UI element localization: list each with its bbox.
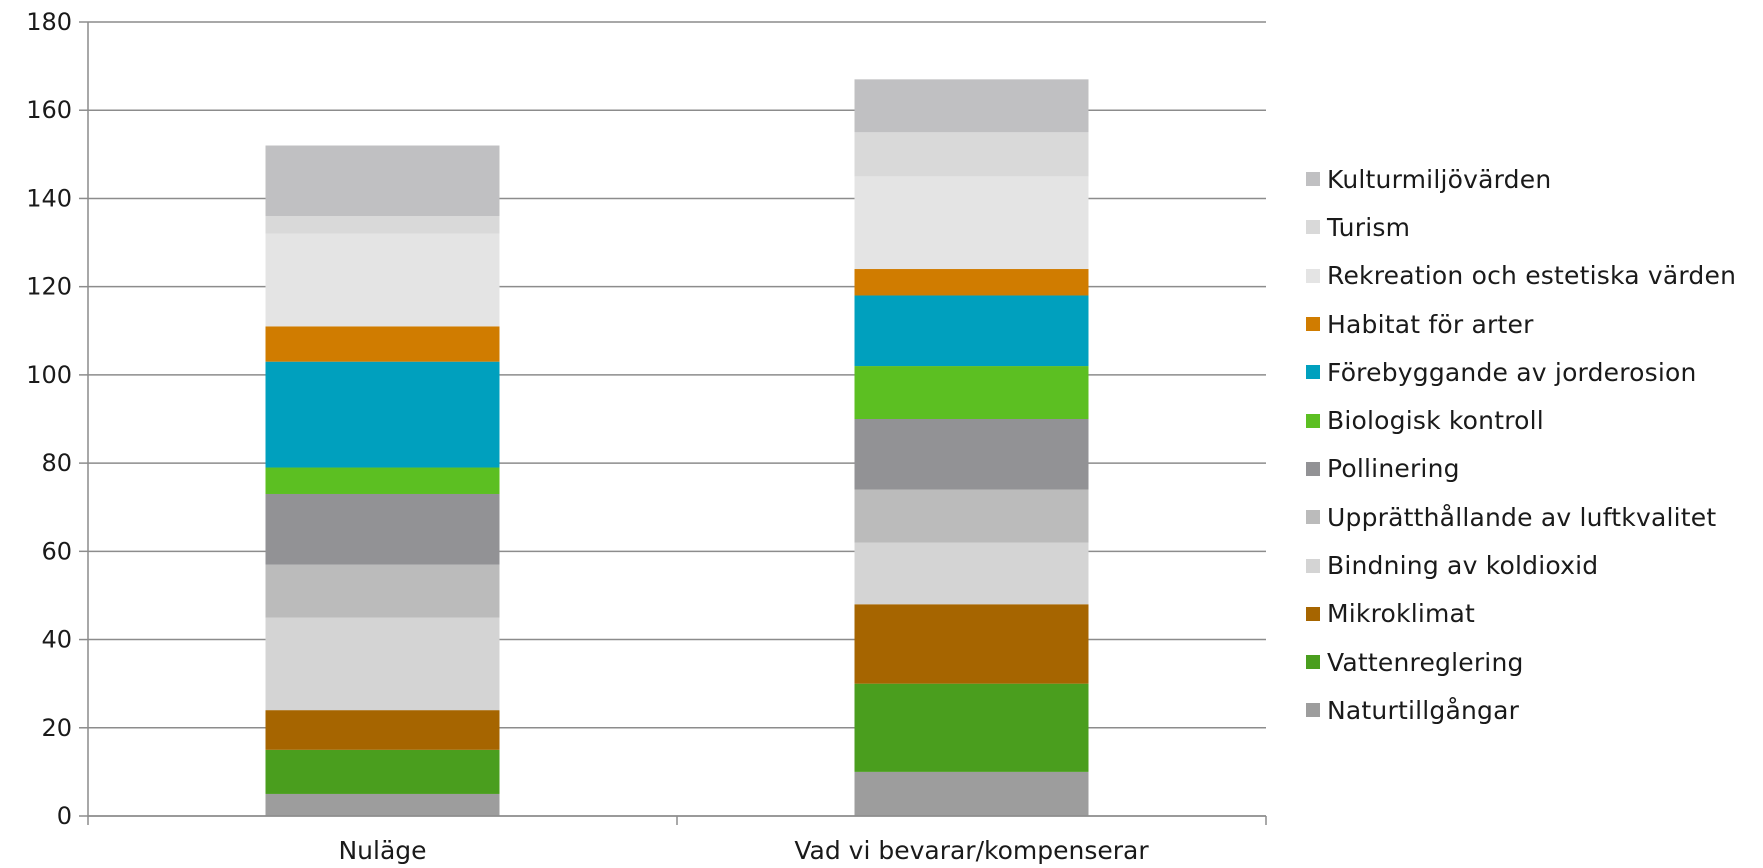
legend-label: Rekreation och estetiska värden	[1327, 261, 1737, 291]
bar-segment	[854, 683, 1089, 772]
legend-item: Biologisk kontroll	[1306, 396, 1763, 444]
legend-label: Kulturmiljövärden	[1327, 164, 1552, 194]
bar-segment	[854, 132, 1089, 177]
legend-label: Biologisk kontroll	[1327, 406, 1544, 436]
legend-swatch	[1306, 606, 1320, 621]
y-tick-label: 180	[26, 8, 72, 36]
legend-label: Upprätthållande av luftkvalitet	[1327, 502, 1717, 532]
y-tick-label: 140	[26, 184, 72, 212]
bar-segment	[265, 216, 500, 234]
bar-segment	[265, 361, 500, 468]
bar-segment	[265, 617, 500, 711]
y-tick-label: 80	[41, 449, 72, 477]
legend-label: Habitat för arter	[1327, 309, 1534, 339]
bar-segment	[854, 79, 1089, 133]
y-tick-label: 100	[26, 361, 72, 389]
legend-swatch	[1306, 558, 1320, 573]
legend-label: Vattenreglering	[1327, 647, 1524, 677]
legend-item: Bindning av koldioxid	[1306, 541, 1763, 589]
legend-item: Förebyggande av jorderosion	[1306, 348, 1763, 396]
legend-swatch	[1306, 510, 1320, 525]
legend-item: Upprätthållande av luftkvalitet	[1306, 493, 1763, 541]
legend-label: Bindning av koldioxid	[1327, 551, 1599, 581]
bar-segment	[854, 419, 1089, 490]
bar-segment	[854, 295, 1089, 367]
bar-segment	[854, 489, 1089, 543]
legend-swatch	[1306, 172, 1320, 187]
legend-item: Vattenreglering	[1306, 638, 1763, 686]
bar-segment	[854, 771, 1089, 816]
legend-swatch	[1306, 365, 1320, 380]
bar-segment	[854, 604, 1089, 684]
legend-item: Kulturmiljövärden	[1306, 155, 1763, 203]
legend-item: Mikroklimat	[1306, 590, 1763, 638]
y-tick-label: 60	[41, 537, 72, 565]
bar-segment	[265, 793, 500, 816]
legend-swatch	[1306, 268, 1320, 283]
legend-label: Turism	[1327, 212, 1411, 242]
legend-item: Rekreation och estetiska värden	[1306, 252, 1763, 300]
legend-swatch	[1306, 317, 1320, 332]
y-tick-label: 0	[57, 802, 72, 830]
legend-item: Naturtillgångar	[1306, 686, 1763, 734]
bar-segment	[854, 542, 1089, 605]
bar-segment	[265, 233, 500, 327]
legend-item: Habitat för arter	[1306, 300, 1763, 348]
legend-swatch	[1306, 220, 1320, 235]
x-tick-label: Nuläge	[338, 836, 426, 865]
legend-swatch	[1306, 703, 1320, 718]
y-tick-label: 40	[41, 626, 72, 654]
y-tick-label: 120	[26, 273, 72, 301]
bar-segment	[265, 493, 500, 565]
legend-swatch	[1306, 655, 1320, 670]
bar-segment	[265, 749, 500, 794]
y-tick-label: 20	[41, 714, 72, 742]
bar-segment	[854, 269, 1089, 296]
legend-label: Naturtillgångar	[1327, 695, 1520, 725]
bar-segment	[265, 467, 500, 494]
legend-label: Mikroklimat	[1327, 599, 1476, 629]
legend-swatch	[1306, 413, 1320, 428]
bar-segment	[854, 366, 1089, 419]
legend-label: Förebyggande av jorderosion	[1327, 357, 1697, 387]
y-tick-label: 160	[26, 96, 72, 124]
chart-legend: Kulturmiljövärden Turism Rekreation och es…	[1306, 155, 1763, 735]
legend-item: Turism	[1306, 203, 1763, 251]
x-tick-label: Vad vi bevarar/kompenserar	[794, 836, 1149, 865]
bar-segment	[854, 176, 1089, 270]
bar-segment	[265, 145, 500, 217]
legend-label: Pollinering	[1327, 454, 1460, 484]
legend-swatch	[1306, 461, 1320, 476]
bar-segment	[265, 564, 500, 618]
legend-item: Pollinering	[1306, 445, 1763, 493]
bar-segment	[265, 710, 500, 750]
bar-segment	[265, 326, 500, 362]
